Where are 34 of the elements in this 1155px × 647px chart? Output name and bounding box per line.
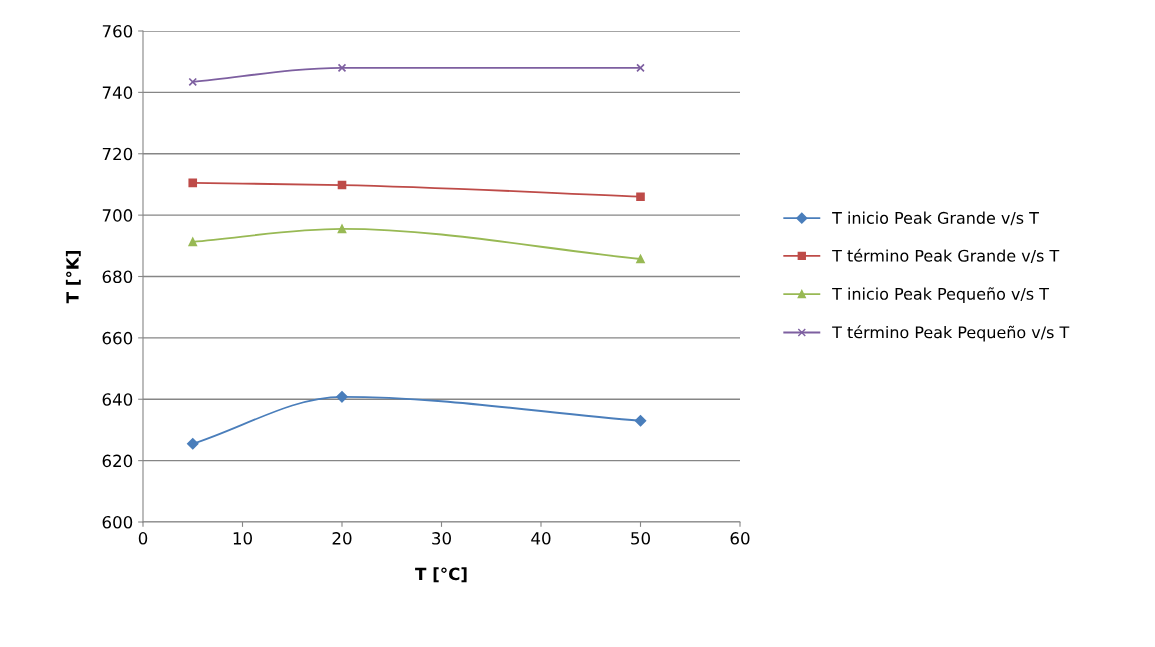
x-tick-label: 10: [233, 532, 252, 545]
y-tick-label: 620: [102, 454, 133, 468]
x-tick-label: 30: [432, 532, 451, 545]
point: [337, 224, 347, 234]
point: [634, 414, 647, 427]
legend-label: T término Peak Pequeño v/s T: [832, 325, 1070, 342]
legend-label: T término Peak Grande v/s T: [832, 248, 1060, 264]
point: [636, 254, 645, 264]
x-tick-label: 20: [332, 532, 352, 545]
y-tick-label: 600: [102, 515, 133, 529]
y-axis-title: T [°K]: [65, 251, 81, 304]
y-tick-label: 760: [102, 24, 133, 38]
point: [188, 178, 198, 188]
x-tick-label: 40: [531, 532, 551, 545]
x-tick-label: 0: [138, 532, 148, 545]
point: [337, 63, 347, 73]
y-tick-label: 700: [102, 209, 133, 222]
point: [336, 391, 348, 403]
point: [337, 180, 347, 190]
legend-label: T inicio Peak Grande v/s T: [832, 211, 1039, 226]
y-tick-label: 720: [102, 147, 133, 161]
x-tick-label: 50: [631, 532, 650, 545]
y-tick-label: 640: [102, 393, 133, 406]
x-tick-label: 60: [730, 532, 750, 545]
y-tick-label: 680: [102, 270, 133, 284]
y-tick-label: 660: [102, 331, 133, 345]
point: [188, 237, 198, 247]
legend-label: T inicio Peak Pequeño v/s T: [832, 287, 1050, 303]
x-axis-title: T [°C]: [415, 567, 467, 583]
y-tick-label: 740: [102, 86, 133, 99]
point: [188, 77, 198, 87]
point: [187, 438, 199, 450]
point: [636, 192, 645, 202]
point: [636, 63, 645, 73]
